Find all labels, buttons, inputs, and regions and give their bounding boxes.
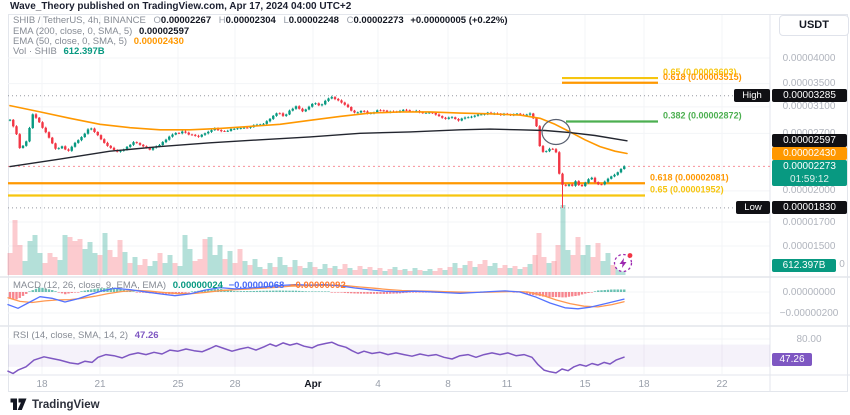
- low-tag: Low: [736, 201, 770, 214]
- ema50-label: EMA (50, close, 0, SMA, 5): [13, 36, 128, 47]
- ema200-label: EMA (200, close, 0, SMA, 5): [13, 26, 133, 37]
- last-price-value: 0.00002273: [783, 161, 836, 172]
- open-value: 0.00002267: [160, 15, 212, 26]
- time-tick: 18: [36, 379, 48, 390]
- high-tag: High: [734, 89, 770, 102]
- fib-retracement-layer: [8, 76, 658, 197]
- high-label: H: [218, 15, 226, 26]
- low-value: 0.00002248: [288, 15, 339, 26]
- last-price-label: 0.00002273 01:59:12: [772, 160, 847, 186]
- price-tick: 0.00003100: [782, 101, 836, 113]
- rsi-tick: 80.00: [796, 333, 822, 345]
- ema200-value: 0.00002597: [138, 26, 190, 37]
- rsi-layer: [7, 341, 625, 375]
- rsi-value-label: 47.26: [772, 353, 812, 366]
- time-tick: 11: [501, 379, 513, 390]
- price-tick: 0.00003500: [782, 78, 836, 90]
- rsi-status-line[interactable]: RSI (14, close, SMA, 14, 2) 47.26: [13, 330, 159, 341]
- attribution-text: Wave_Theory published on TradingView.com…: [10, 1, 352, 12]
- notification-dot: [627, 253, 633, 258]
- volume-layer: [7, 205, 626, 275]
- price-tick: 0.00002700: [772, 128, 846, 139]
- highlow-dotted-lines: [8, 95, 770, 209]
- bar-countdown: 01:59:12: [790, 174, 829, 185]
- volume-value: 612.397B: [63, 46, 105, 57]
- fib-labels: 0.65 (0.00003603)0.618 (0.00003515) 0.382…: [650, 67, 742, 194]
- macd-tick: −0.00000200: [779, 307, 839, 319]
- low-price-label: 0.00001830: [772, 201, 847, 214]
- price-tick: 0.00001700: [782, 216, 836, 228]
- chart-frame: [8, 14, 848, 392]
- low-label: L: [283, 15, 289, 26]
- time-tick: 18: [638, 379, 650, 390]
- time-tick: 8: [445, 379, 451, 390]
- fib-level-label: 0.65 (0.00001952): [650, 185, 724, 195]
- time-tick: 28: [229, 379, 241, 390]
- fib-level-label: 0.618 (0.00002081): [650, 172, 729, 182]
- macd-signal-value: −0.00000092: [289, 280, 346, 291]
- fib-level-label: 0.382 (0.00002872): [663, 111, 742, 121]
- fib-level-label: 0.618 (0.00003515): [663, 72, 742, 82]
- ema50-status-line[interactable]: EMA (50, close, 0, SMA, 5) 0.00002430: [13, 36, 184, 47]
- time-tick: 4: [375, 379, 381, 390]
- rsi-label: RSI (14, close, SMA, 14, 2): [13, 330, 129, 341]
- annotation-layer: [541, 118, 571, 146]
- price-tick: 0.00004000: [782, 52, 836, 64]
- ema200-price-label: 0.00002597: [772, 134, 847, 147]
- rsi-band: [8, 344, 770, 367]
- symbol-name: SHIB / TetherUS, 4h, BINANCE: [13, 15, 146, 26]
- ema200-status-line[interactable]: EMA (200, close, 0, SMA, 5) 0.00002597: [13, 26, 189, 37]
- ema-cross-circle-annotation: [541, 118, 571, 146]
- price-tick: 0.00002000: [782, 185, 836, 197]
- macd-label: MACD (12, 26, close, 9, EMA, EMA): [13, 280, 167, 291]
- fib-level-label: 0.65 (0.00003603): [663, 67, 737, 77]
- close-label: C: [346, 15, 354, 26]
- change-value: +0.00000005 (+0.22%): [410, 15, 508, 26]
- volume-label: Vol · SHIB: [13, 46, 57, 57]
- time-tick: 21: [94, 379, 106, 390]
- ema50-value: 0.00002430: [133, 36, 184, 47]
- flash-icon: [613, 253, 633, 273]
- close-value: 0.00002273: [353, 15, 404, 26]
- tradingview-logo-icon: [10, 398, 27, 410]
- tradingview-logo-text: TradingView: [32, 398, 100, 411]
- time-tick: 22: [716, 379, 728, 390]
- symbol-status-line[interactable]: SHIB / TetherUS, 4h, BINANCE O0.00002267…: [13, 15, 508, 26]
- macd-tick: 0.00000000: [782, 286, 836, 298]
- macd-hist-value: 0.00000024: [172, 280, 223, 291]
- price-tick: 0.00001500: [782, 240, 836, 252]
- time-tick: Apr: [304, 379, 322, 390]
- volume-total-label: 612.397B: [772, 259, 836, 272]
- volume-zero-tick: 0: [839, 259, 845, 270]
- volume-status-line[interactable]: Vol · SHIB 612.397B: [13, 46, 105, 57]
- ema50-price-label: 0.00002430: [772, 147, 847, 160]
- time-tick: 25: [172, 379, 184, 390]
- tradingview-logo[interactable]: TradingView: [10, 398, 100, 411]
- rsi-value: 47.26: [134, 330, 159, 341]
- time-tick: 15: [579, 379, 591, 390]
- macd-status-line[interactable]: MACD (12, 26, close, 9, EMA, EMA) 0.0000…: [13, 280, 346, 291]
- open-label: O: [153, 15, 161, 26]
- high-price-label: 0.00003285: [772, 89, 847, 102]
- macd-layer: [7, 283, 626, 310]
- high-value: 0.00002304: [225, 15, 276, 26]
- currency-toggle-button[interactable]: USDT: [779, 15, 849, 36]
- macd-line-value: −0.00000068: [228, 280, 285, 291]
